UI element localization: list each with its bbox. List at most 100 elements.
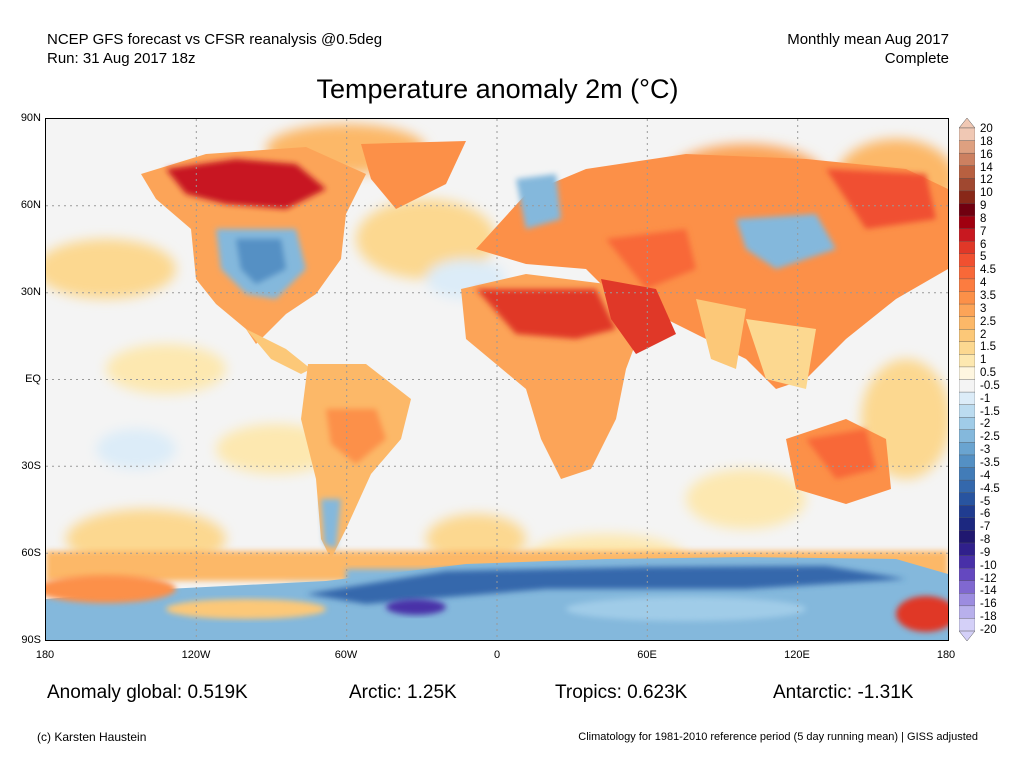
- colorbar-swatch: [959, 391, 975, 406]
- colorbar-swatch: [959, 328, 975, 343]
- colorbar-tick-label: -12: [980, 572, 997, 585]
- colorbar-tick-label: -9: [980, 546, 991, 559]
- colorbar-tick-label: -4.5: [980, 482, 1000, 495]
- colorbar-tick-label: -16: [980, 598, 997, 611]
- colorbar-swatch: [959, 404, 975, 418]
- colorbar-tick-label: -5: [980, 495, 991, 508]
- colorbar-swatch: [959, 555, 975, 569]
- colorbar-swatch: [959, 580, 975, 594]
- colorbar-swatch: [959, 253, 975, 267]
- lon-label: 180: [35, 649, 55, 661]
- colorbar-tick-label: 5: [980, 251, 987, 264]
- colorbar-tick-label: 1.5: [980, 341, 996, 354]
- colorbar-swatch: [959, 341, 975, 355]
- lon-label: 60W: [334, 649, 358, 661]
- colorbar-swatch: [959, 593, 975, 607]
- colorbar-swatch: [959, 278, 975, 292]
- colorbar-swatch: [959, 530, 975, 544]
- colorbar-swatch: [959, 479, 975, 494]
- colorbar-swatch: [959, 203, 975, 217]
- colorbar-tick-label: 10: [980, 187, 993, 200]
- colorbar-tick-label: -3.5: [980, 457, 1000, 469]
- colorbar-swatch: [959, 467, 975, 481]
- colorbar-tick-label: -8: [980, 534, 991, 547]
- colorbar-swatch: [959, 152, 975, 167]
- colorbar-tick-label: -10: [980, 559, 997, 572]
- colorbar-swatch: [959, 140, 975, 154]
- colorbar-swatch: [959, 266, 975, 280]
- map-canvas: [46, 119, 948, 640]
- colorbar-tick-label: 8: [980, 212, 987, 225]
- colorbar-swatch: [959, 228, 975, 242]
- map-title: Temperature anomaly 2m (°C): [316, 74, 679, 104]
- colorbar-tick-label: -20: [980, 624, 997, 636]
- tropics-anomaly: Tropics: 0.623K: [555, 682, 688, 703]
- colorbar-tick-label: 4.5: [980, 264, 996, 277]
- climatology-note: Climatology for 1981-2010 reference peri…: [578, 731, 978, 743]
- lat-label: EQ: [25, 373, 41, 385]
- colorbar-tick-label: 14: [980, 161, 993, 174]
- colorbar-swatch: [959, 567, 975, 582]
- colorbar-bottom-arrow: [959, 630, 975, 641]
- header-right: Monthly mean Aug 2017 Complete: [787, 30, 949, 68]
- graticule: [46, 119, 948, 640]
- colorbar-swatch: [959, 190, 975, 204]
- colorbar-swatch: [959, 291, 975, 305]
- colorbar-tick-label: 0.5: [980, 367, 996, 380]
- colorbar-tick-label: -14: [980, 585, 997, 598]
- colorbar-tick-label: -2: [980, 418, 991, 431]
- colorbar-swatch: [959, 417, 975, 431]
- colorbar-swatch: [959, 454, 975, 469]
- colorbar-tick-label: 4: [980, 277, 987, 290]
- colorbar-swatch: [959, 354, 975, 368]
- colorbar-top-arrow: [959, 118, 975, 129]
- colorbar-tick-label: 16: [980, 148, 993, 161]
- period-line: Monthly mean Aug 2017: [787, 31, 949, 48]
- colorbar-swatch: [959, 127, 975, 142]
- colorbar-tick-label: -18: [980, 611, 997, 624]
- colorbar-swatch: [959, 505, 975, 519]
- colorbar-swatch: [959, 429, 975, 443]
- southern-region: [46, 551, 948, 640]
- colorbar-tick-label: 6: [980, 238, 987, 251]
- colorbar-tick-label: 2: [980, 328, 987, 341]
- colorbar-swatch: [959, 492, 975, 506]
- antarctic-anomaly: Antarctic: -1.31K: [773, 682, 914, 703]
- colorbar-tick-label: -3: [980, 444, 991, 457]
- anomaly-stats: Anomaly global: 0.519K Arctic: 1.25K Tro…: [0, 682, 1024, 708]
- status-line: Complete: [884, 50, 949, 67]
- colorbar-tick-label: -1.5: [980, 405, 1000, 418]
- colorbar-tick-label: -0.5: [980, 379, 1000, 392]
- run-line: Run: 31 Aug 2017 18z: [47, 50, 196, 67]
- lat-label: 30S: [21, 460, 41, 472]
- colorbar-swatch: [959, 618, 975, 632]
- colorbar-tick-label: 3: [980, 302, 987, 315]
- lat-label: 60S: [21, 547, 41, 559]
- lat-label: 90S: [21, 634, 41, 646]
- colorbar-tick-label: 1: [980, 354, 987, 367]
- colorbar-swatch: [959, 240, 975, 255]
- colorbar-tick-label: -7: [980, 521, 991, 534]
- lon-label: 120E: [784, 649, 810, 661]
- colorbar-swatch: [959, 366, 975, 380]
- colorbar-tick-label: -1: [980, 392, 991, 405]
- colorbar-tick-label: -4: [980, 469, 991, 482]
- colorbar: [959, 118, 975, 641]
- colorbar-tick-label: 7: [980, 225, 987, 238]
- colorbar-swatch: [959, 605, 975, 619]
- lon-label: 120W: [181, 649, 211, 661]
- colorbar-swatch: [959, 178, 975, 192]
- colorbar-swatch: [959, 316, 975, 330]
- lat-label: 60N: [20, 199, 41, 211]
- lon-label: 60E: [637, 649, 657, 661]
- colorbar-swatch: [959, 165, 975, 179]
- land-masses: [141, 141, 948, 559]
- lat-label: 30N: [20, 286, 41, 298]
- colorbar-swatch: [959, 379, 975, 393]
- colorbar-swatch: [959, 303, 975, 318]
- anomaly-map: [45, 118, 949, 641]
- model-line: NCEP GFS forecast vs CFSR reanalysis @0.…: [47, 31, 383, 48]
- colorbar-tick-label: -6: [980, 508, 991, 521]
- global-anomaly: Anomaly global: 0.519K: [47, 682, 248, 703]
- header-left: NCEP GFS forecast vs CFSR reanalysis @0.…: [47, 30, 382, 68]
